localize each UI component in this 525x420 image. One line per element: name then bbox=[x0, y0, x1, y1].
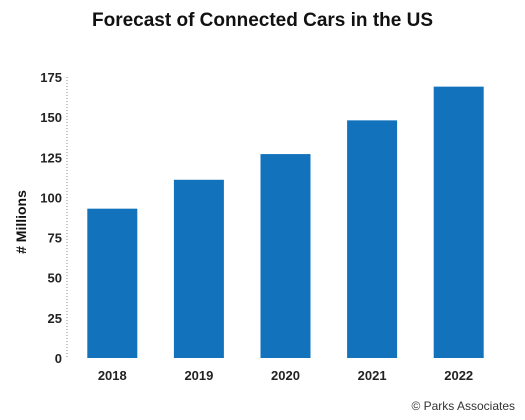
y-tick-label: 175 bbox=[40, 70, 62, 85]
bar-2021 bbox=[347, 120, 398, 359]
y-tick-label: 0 bbox=[55, 351, 62, 366]
bar-2022 bbox=[433, 86, 484, 359]
y-axis-label: # Millions bbox=[13, 190, 29, 254]
y-tick-label: 25 bbox=[48, 311, 62, 326]
y-tick-label: 50 bbox=[48, 271, 62, 286]
bar-2018 bbox=[87, 208, 138, 358]
bar-2019 bbox=[173, 179, 224, 358]
x-tick-label: 2020 bbox=[271, 368, 300, 383]
x-tick-label: 2022 bbox=[444, 368, 473, 383]
x-tick-label: 2018 bbox=[98, 368, 127, 383]
y-tick-label: 75 bbox=[48, 231, 62, 246]
x-tick-label: 2019 bbox=[184, 368, 213, 383]
y-tick-label: 150 bbox=[40, 110, 62, 125]
chart-title: Forecast of Connected Cars in the US bbox=[91, 10, 433, 31]
y-tick-label: 125 bbox=[40, 150, 62, 165]
x-tick-label: 2021 bbox=[358, 368, 387, 383]
source-credit: © Parks Associates bbox=[411, 399, 515, 413]
y-tick-label: 100 bbox=[40, 190, 62, 205]
bar-2020 bbox=[260, 154, 311, 358]
